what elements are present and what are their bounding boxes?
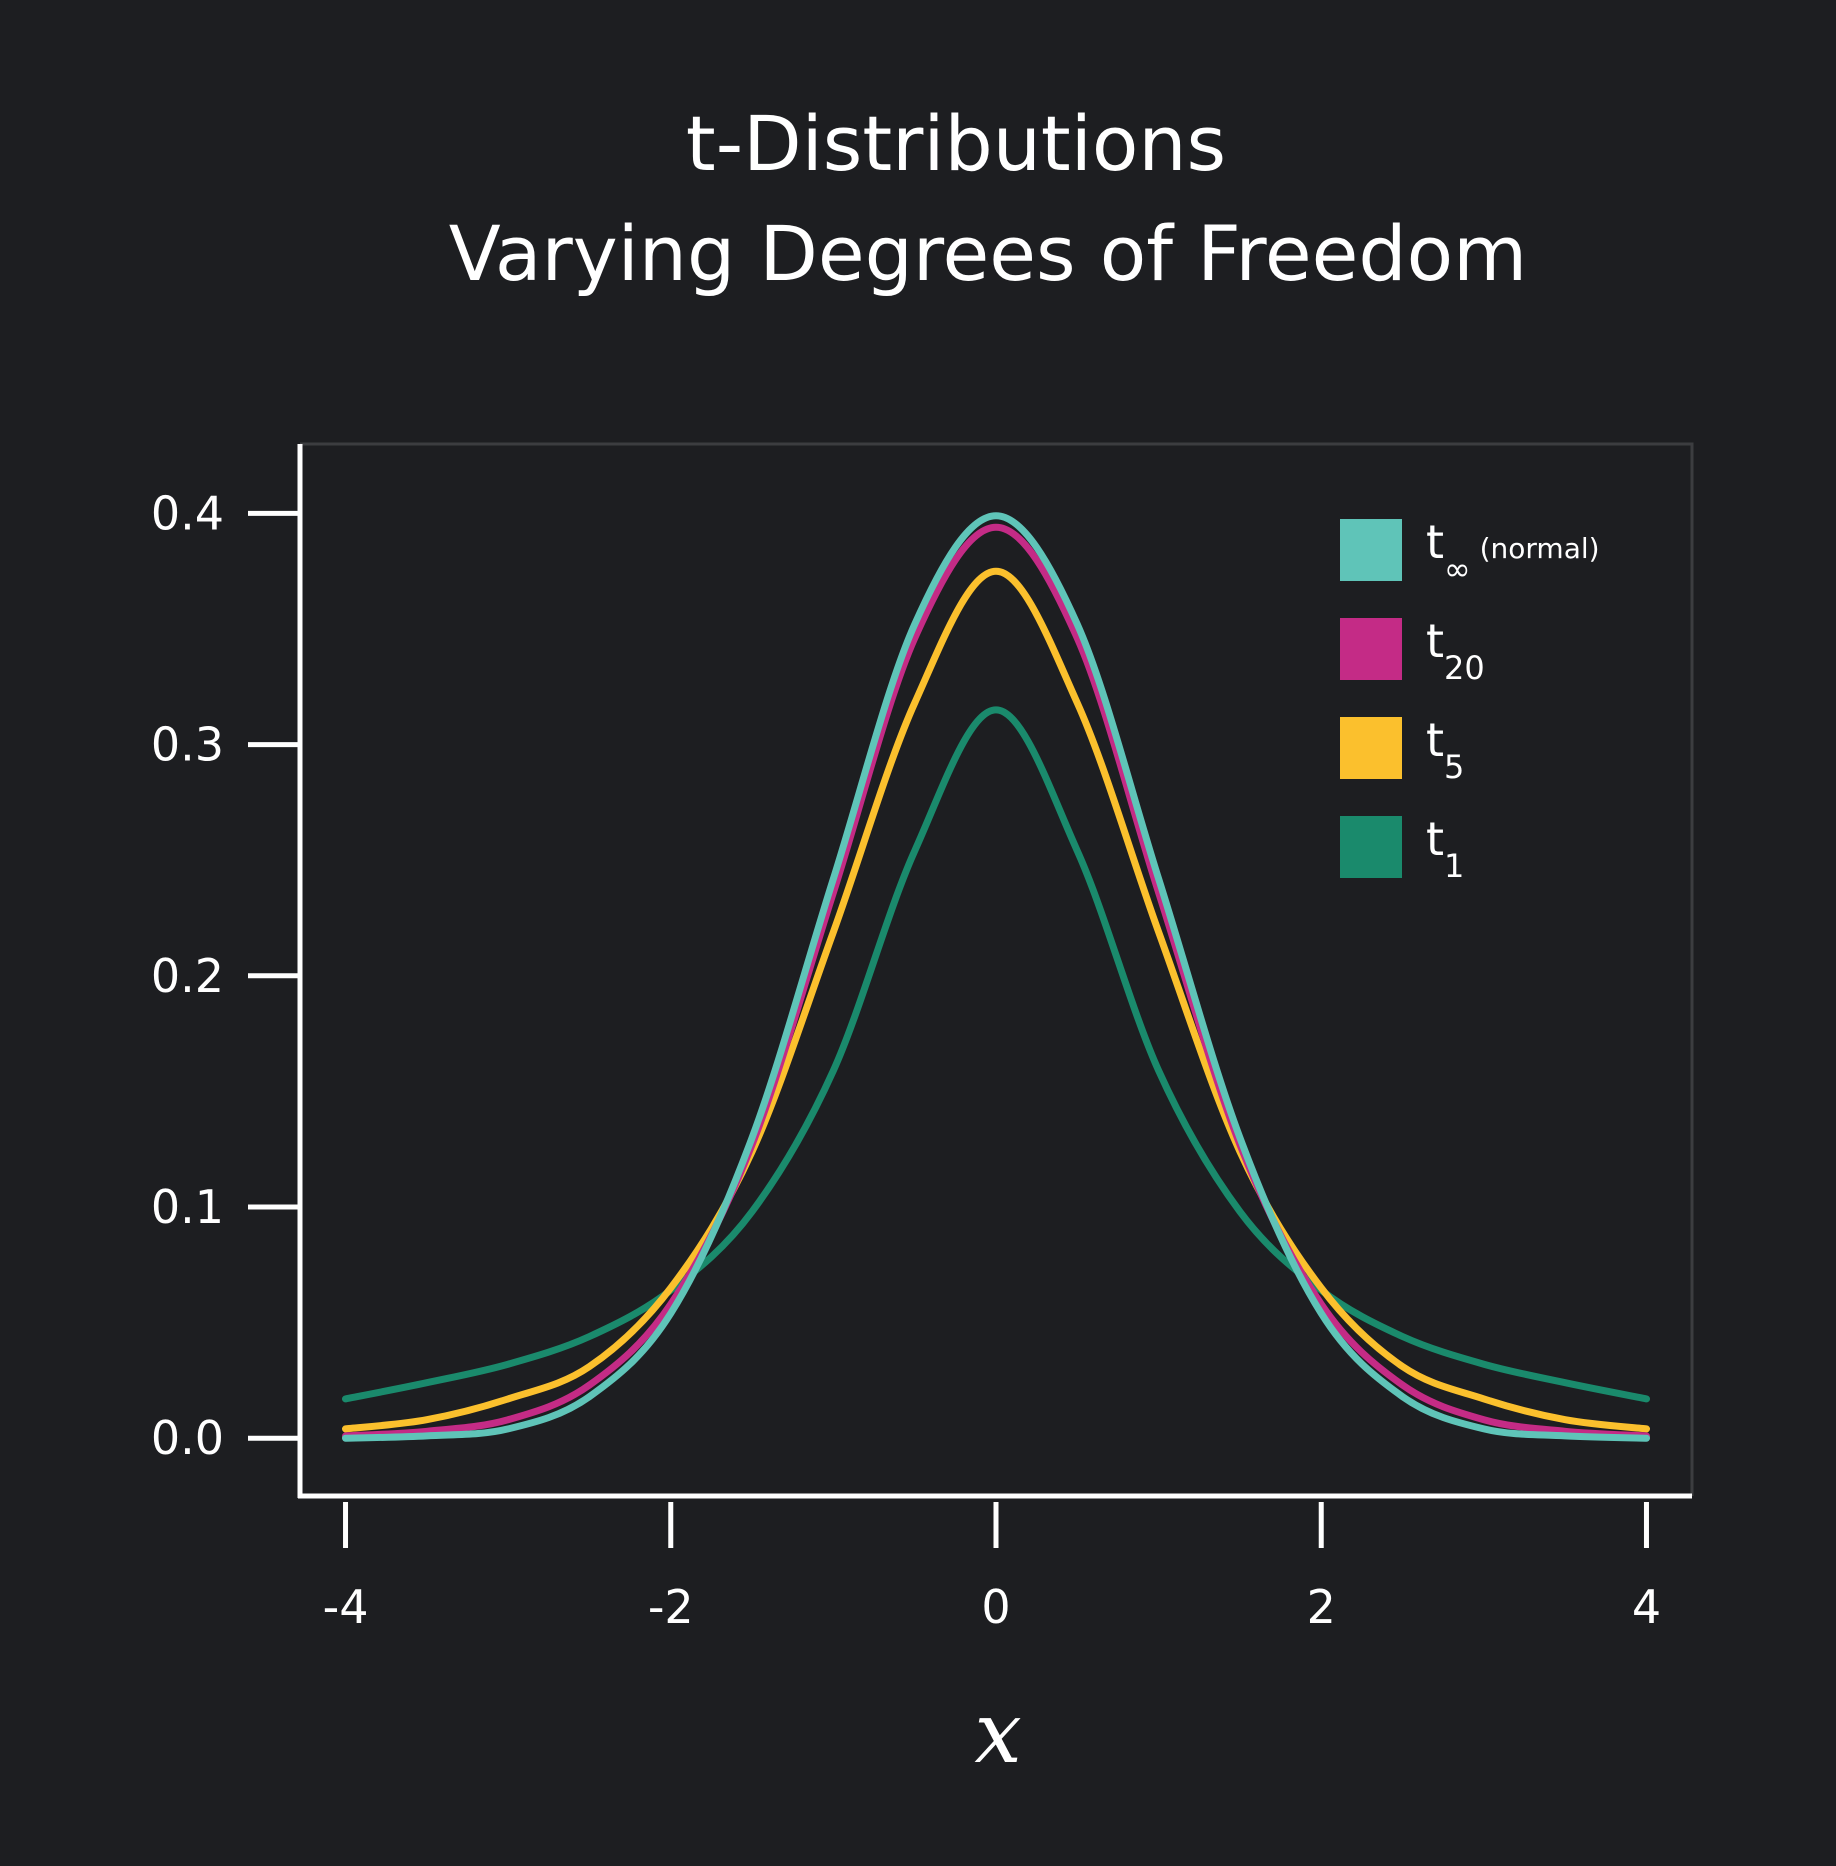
series-line bbox=[342, 523, 1650, 1440]
series-line bbox=[342, 567, 1650, 1433]
legend-swatch bbox=[1340, 816, 1402, 878]
x-tick-label: -4 bbox=[323, 1580, 369, 1634]
x-tick-label: 4 bbox=[1632, 1580, 1661, 1634]
legend-label: t1 bbox=[1426, 812, 1464, 885]
legend-swatch bbox=[1340, 717, 1402, 779]
y-tick-label: 0.3 bbox=[151, 718, 224, 772]
x-tick-label: 2 bbox=[1307, 1580, 1336, 1634]
x-axis-label: x bbox=[974, 1684, 1021, 1782]
chart-subtitle: Varying Degrees of Freedom bbox=[449, 209, 1527, 298]
x-tick-label: -2 bbox=[648, 1580, 694, 1634]
y-tick-label: 0.2 bbox=[151, 949, 224, 1003]
series-line bbox=[342, 512, 1650, 1442]
legend-swatch bbox=[1340, 519, 1402, 581]
legend-swatch bbox=[1340, 618, 1402, 680]
y-tick-label: 0.0 bbox=[151, 1411, 224, 1465]
legend-label: t∞ (normal) bbox=[1426, 515, 1600, 588]
chart-title: t-Distributions bbox=[686, 99, 1226, 188]
x-tick-label: 0 bbox=[981, 1580, 1010, 1634]
y-tick-label: 0.4 bbox=[151, 486, 224, 540]
y-tick-label: 0.1 bbox=[151, 1180, 224, 1234]
legend-label: t5 bbox=[1426, 713, 1464, 786]
legend-label: t20 bbox=[1426, 614, 1485, 687]
plot-frame bbox=[300, 442, 1694, 1496]
series-line bbox=[342, 706, 1650, 1403]
